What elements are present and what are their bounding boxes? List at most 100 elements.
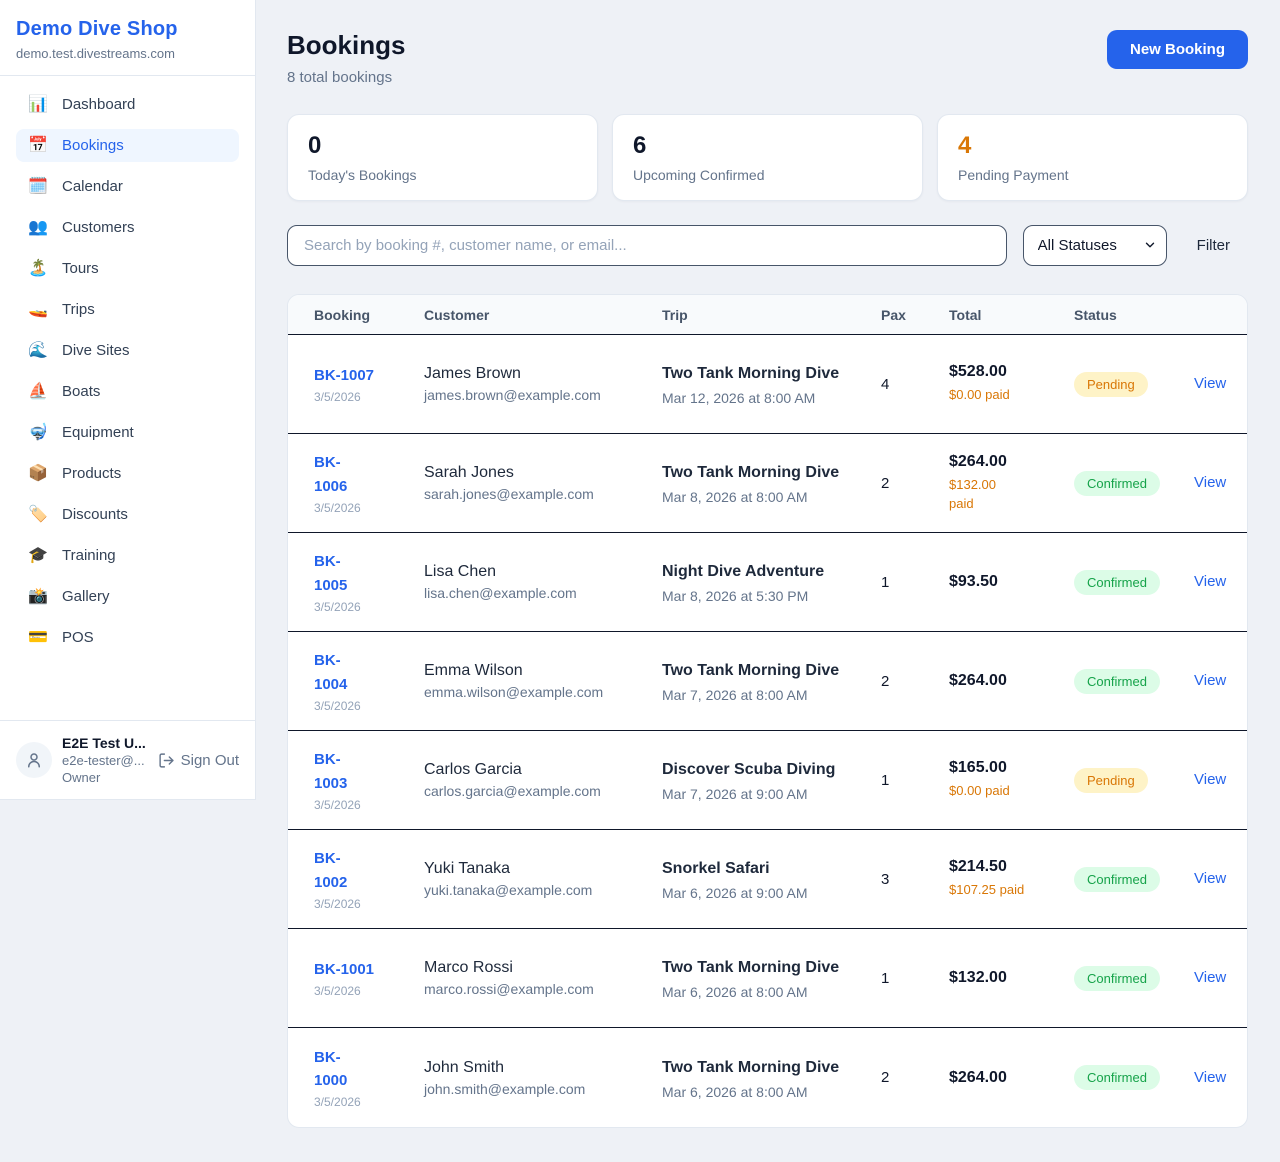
column-header-trip: Trip — [662, 306, 688, 323]
sidebar-nav: 📊 Dashboard 📅 Bookings 🗓️ Calendar 👥 Cus… — [0, 76, 255, 720]
customer-cell: Lisa Chen lisa.chen@example.com — [424, 563, 662, 601]
island-icon: 🏝️ — [28, 259, 48, 277]
view-link[interactable]: View — [1194, 474, 1227, 491]
total-amount: $214.50 — [949, 858, 1007, 876]
customer-cell: James Brown james.brown@example.com — [424, 365, 662, 403]
booking-id-link[interactable]: BK- 1004 — [314, 652, 348, 693]
table-row: BK- 1000 3/5/2026 John Smith john.smith@… — [288, 1028, 1247, 1127]
sidebar-item-label: Trips — [62, 301, 95, 318]
sidebar-item-dive-sites[interactable]: 🌊 Dive Sites — [16, 334, 239, 367]
sign-out-button[interactable]: Sign Out — [158, 752, 239, 769]
total-cell: $165.00 $0.00 paid — [949, 759, 1074, 801]
sidebar-item-gallery[interactable]: 📸 Gallery — [16, 580, 239, 613]
paid-amount: $0.00 paid — [949, 783, 1010, 799]
view-link[interactable]: View — [1194, 1068, 1227, 1086]
filter-button[interactable]: Filter — [1196, 237, 1230, 254]
booking-date: 3/5/2026 — [314, 984, 361, 999]
trip-time: Mar 7, 2026 at 8:00 AM — [662, 687, 808, 703]
booking-cell: BK-1007 3/5/2026 — [314, 364, 424, 404]
main-content: Bookings 8 total bookings New Booking 0 … — [256, 0, 1280, 1128]
view-link[interactable]: View — [1194, 870, 1227, 887]
new-booking-button[interactable]: New Booking — [1106, 30, 1248, 69]
customer-email: emma.wilson@example.com — [424, 684, 604, 700]
booking-cell: BK- 1003 3/5/2026 — [314, 748, 424, 812]
actions-cell: View — [1194, 375, 1226, 393]
stat-label: Pending Payment — [958, 167, 1069, 183]
status-badge: Confirmed — [1074, 470, 1160, 496]
total-cell: $528.00 $0.00 paid — [949, 363, 1074, 405]
status-badge: Pending — [1074, 371, 1148, 397]
view-link[interactable]: View — [1194, 771, 1227, 788]
sidebar-item-trips[interactable]: 🚤 Trips — [16, 293, 239, 326]
status-select[interactable]: All Statuses — [1022, 225, 1167, 266]
search-input[interactable] — [287, 225, 1007, 266]
sidebar-item-training[interactable]: 🎓 Training — [16, 539, 239, 572]
column-header-total: Total — [949, 306, 982, 323]
view-link[interactable]: View — [1194, 969, 1227, 986]
customer-cell: Sarah Jones sarah.jones@example.com — [424, 464, 662, 502]
sidebar-item-customers[interactable]: 👥 Customers — [16, 211, 239, 244]
sidebar-item-products[interactable]: 📦 Products — [16, 457, 239, 490]
booking-id-link[interactable]: BK-1007 — [314, 366, 375, 384]
booking-date: 3/5/2026 — [314, 797, 361, 812]
total-amount: $264.00 — [949, 672, 1007, 689]
booking-id-link[interactable]: BK- 1003 — [314, 751, 348, 792]
sidebar-item-calendar[interactable]: 🗓️ Calendar — [16, 170, 239, 203]
column-header-customer: Customer — [424, 306, 490, 323]
sidebar-item-equipment[interactable]: 🤿 Equipment — [16, 416, 239, 449]
table-row: BK-1001 3/5/2026 Marco Rossi marco.rossi… — [288, 929, 1247, 1028]
trip-cell: Two Tank Morning Dive Mar 6, 2026 at 8:0… — [662, 1056, 881, 1100]
total-amount: $264.00 — [949, 1068, 1007, 1086]
trip-time: Mar 12, 2026 at 8:00 AM — [662, 390, 816, 406]
sidebar-item-pos[interactable]: 💳 POS — [16, 621, 239, 654]
pax-cell: 1 — [881, 969, 890, 987]
avatar — [16, 742, 52, 778]
sidebar-item-label: Products — [62, 465, 122, 482]
sidebar-item-dashboard[interactable]: 📊 Dashboard — [16, 88, 239, 121]
total-cell: $132.00 — [949, 969, 1074, 987]
status-badge: Pending — [1074, 767, 1148, 793]
booking-id-link[interactable]: BK- 1005 — [314, 553, 348, 594]
sidebar-item-label: Discounts — [62, 506, 128, 523]
booking-cell: BK-1001 3/5/2026 — [314, 958, 424, 998]
table-row: BK- 1003 3/5/2026 Carlos Garcia carlos.g… — [288, 731, 1247, 830]
table-row: BK-1007 3/5/2026 James Brown james.brown… — [288, 335, 1247, 434]
sign-out-icon — [159, 752, 174, 768]
sidebar-item-discounts[interactable]: 🏷️ Discounts — [16, 498, 239, 531]
sidebar-item-bookings[interactable]: 📅 Bookings — [16, 129, 239, 162]
actions-cell: View — [1194, 1069, 1226, 1087]
sidebar-item-boats[interactable]: ⛵ Boats — [16, 375, 239, 408]
booking-id-link[interactable]: BK-1001 — [314, 960, 375, 978]
paid-amount: $132.00 paid — [949, 476, 996, 512]
view-link[interactable]: View — [1194, 573, 1227, 590]
pax-cell: 3 — [881, 870, 890, 888]
booking-date: 3/5/2026 — [314, 500, 361, 515]
view-link[interactable]: View — [1194, 375, 1227, 392]
total-cell: $214.50 $107.25 paid — [949, 858, 1074, 900]
customer-name: Yuki Tanaka — [424, 860, 510, 877]
pax-cell: 2 — [881, 474, 890, 492]
booking-id-link[interactable]: BK- 1002 — [314, 850, 348, 891]
controls-row: All Statuses Filter — [287, 225, 1248, 266]
customer-email: james.brown@example.com — [424, 387, 601, 403]
booking-cell: BK- 1006 3/5/2026 — [314, 451, 424, 515]
booking-id-link[interactable]: BK- 1000 — [314, 1048, 348, 1089]
booking-id-link[interactable]: BK- 1006 — [314, 454, 348, 495]
trip-cell: Discover Scuba Diving Mar 7, 2026 at 9:0… — [662, 758, 881, 802]
customer-name: Carlos Garcia — [424, 761, 522, 778]
status-cell: Pending — [1074, 767, 1194, 793]
graduation-cap-icon: 🎓 — [28, 546, 48, 564]
trip-cell: Two Tank Morning Dive Mar 12, 2026 at 8:… — [662, 362, 881, 406]
page-title-block: Bookings 8 total bookings — [287, 30, 405, 86]
customer-name: Sarah Jones — [424, 464, 514, 481]
trip-time: Mar 7, 2026 at 9:00 AM — [662, 786, 808, 802]
status-cell: Confirmed — [1074, 1065, 1194, 1090]
sidebar-item-label: Equipment — [62, 424, 134, 441]
stat-card-pending-payment: 4 Pending Payment — [937, 114, 1248, 201]
customer-cell: John Smith john.smith@example.com — [424, 1059, 662, 1097]
booking-date: 3/5/2026 — [314, 390, 361, 405]
sidebar-item-tours[interactable]: 🏝️ Tours — [16, 252, 239, 285]
sidebar-item-label: POS — [62, 629, 94, 646]
view-link[interactable]: View — [1194, 672, 1227, 689]
booking-cell: BK- 1002 3/5/2026 — [314, 847, 424, 911]
